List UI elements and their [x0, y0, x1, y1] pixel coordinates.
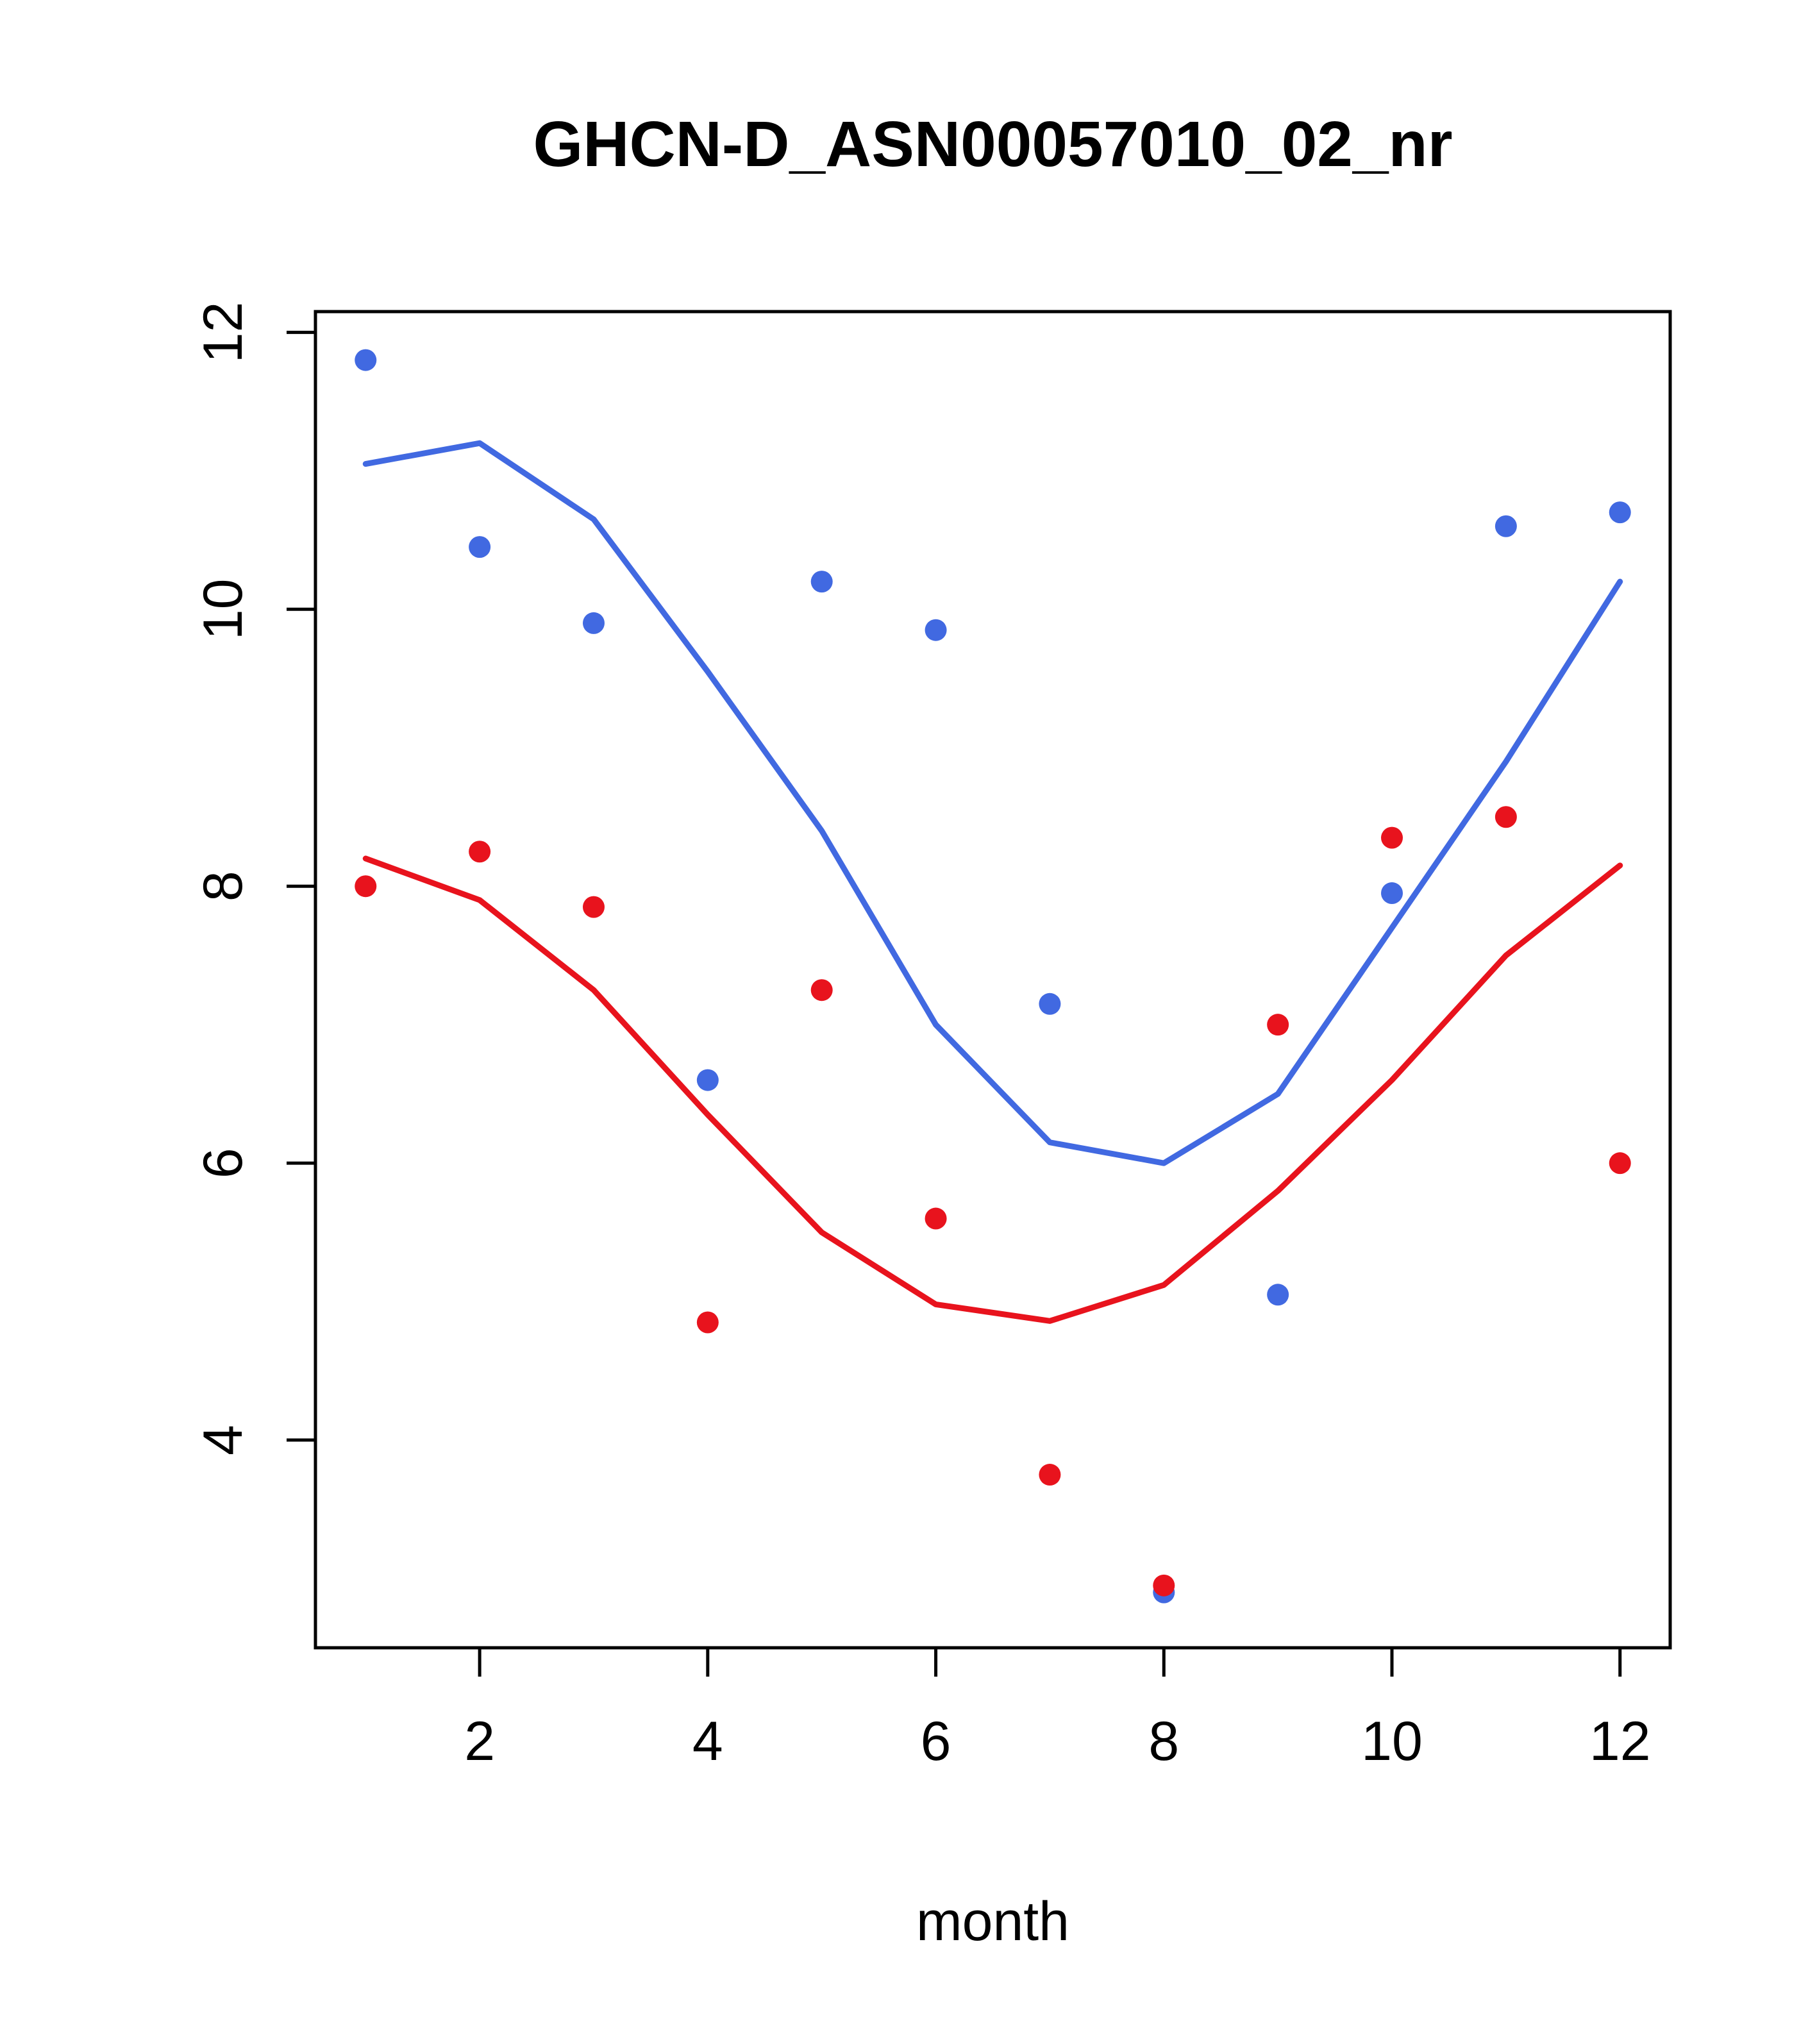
x-tick-label: 2: [464, 1711, 495, 1772]
x-axis-label: month: [916, 1891, 1070, 1952]
blue-points: [355, 349, 377, 371]
y-tick-label: 6: [192, 1148, 254, 1178]
red-trend-line: [362, 855, 1623, 1324]
blue-points: [1381, 882, 1403, 905]
blue-points: [469, 536, 491, 558]
red-points: [469, 841, 491, 863]
x-tick-label: 8: [1148, 1711, 1179, 1772]
red-points: [925, 1207, 947, 1230]
x-tick-label: 6: [921, 1711, 951, 1772]
blue-trend-line: [362, 440, 1623, 1166]
red-points: [1039, 1464, 1061, 1486]
blue-points: [1039, 993, 1061, 1015]
plot-border: [314, 310, 1672, 1650]
blue-points: [1495, 515, 1517, 537]
red-points: [1381, 826, 1403, 849]
chart-title: GHCN-D_ASN00057010_02_nr: [533, 108, 1453, 180]
red-points: [1495, 806, 1517, 828]
red-points: [1609, 1152, 1631, 1175]
x-tick-label: 12: [1589, 1711, 1651, 1772]
y-tick-label: 4: [192, 1425, 254, 1455]
red-points: [810, 979, 833, 1001]
red-points: [696, 1311, 719, 1334]
blue-points: [925, 619, 947, 641]
red-points: [1153, 1574, 1175, 1596]
y-tick-label: 8: [192, 871, 254, 901]
y-tick-label: 12: [192, 302, 254, 364]
x-tick-label: 10: [1361, 1711, 1423, 1772]
x-tick-label: 4: [692, 1711, 723, 1772]
y-tick-label: 10: [192, 578, 254, 640]
red-points: [355, 875, 377, 898]
blue-points: [1267, 1284, 1289, 1306]
red-points: [582, 896, 605, 918]
blue-points: [582, 612, 605, 634]
blue-points: [1609, 501, 1631, 524]
blue-points: [810, 571, 833, 593]
red-points: [1267, 1014, 1289, 1036]
blue-points: [696, 1069, 719, 1091]
